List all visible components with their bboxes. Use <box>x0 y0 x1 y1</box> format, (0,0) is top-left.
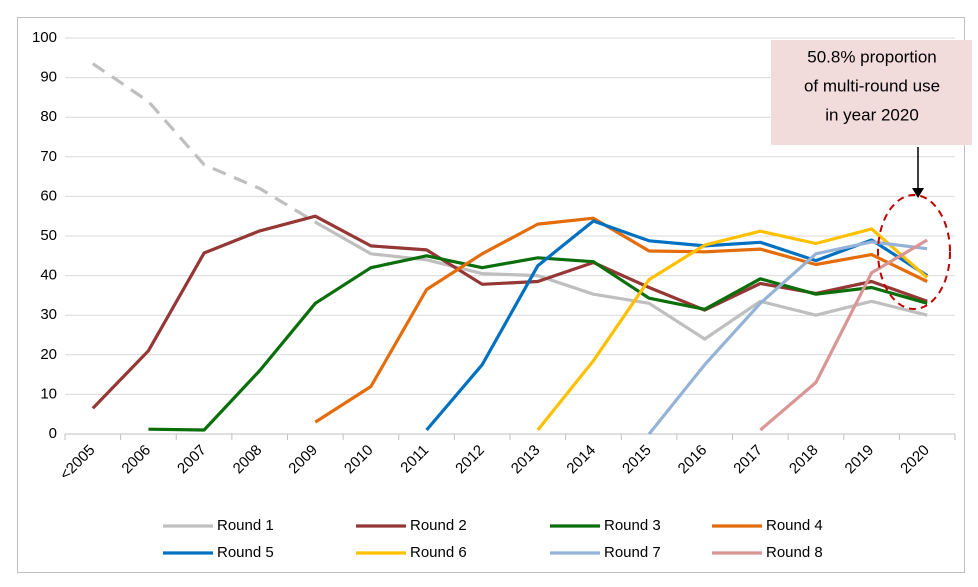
series-line <box>91 62 317 224</box>
series-line <box>91 214 928 410</box>
legend-label: Round 4 <box>766 517 823 534</box>
y-tick-label: 30 <box>40 306 57 323</box>
annotation-line: of multi-round use <box>804 76 940 95</box>
y-tick-label: 80 <box>40 108 57 125</box>
annotation-arrowhead <box>912 188 924 198</box>
series-line <box>647 240 928 436</box>
y-tick-label: 70 <box>40 148 57 165</box>
legend-label: Round 2 <box>410 517 467 534</box>
y-tick-label: 50 <box>40 227 57 244</box>
legend-label: Round 5 <box>217 544 274 561</box>
legend-label: Round 6 <box>410 544 467 561</box>
legend-label: Round 7 <box>604 544 661 561</box>
highlight-ellipse <box>877 194 951 310</box>
legend-label: Round 3 <box>604 517 661 534</box>
series-line <box>425 219 929 432</box>
legend-label: Round 1 <box>217 517 274 534</box>
y-tick-label: 20 <box>40 346 57 363</box>
annotation-box <box>771 40 972 145</box>
series-line <box>759 238 929 432</box>
series-line <box>314 216 928 424</box>
y-tick-label: 10 <box>40 385 57 402</box>
series-line <box>536 227 929 432</box>
y-tick-label: 100 <box>32 29 57 46</box>
annotation-line: in year 2020 <box>825 105 919 124</box>
legend-label: Round 8 <box>766 544 823 561</box>
series-line <box>148 254 928 432</box>
y-tick-label: 40 <box>40 267 57 284</box>
annotation-line: 50.8% proportion <box>807 47 936 66</box>
y-tick-label: 60 <box>40 187 57 204</box>
y-tick-label: 90 <box>40 69 57 86</box>
y-tick-label: 0 <box>49 425 57 442</box>
